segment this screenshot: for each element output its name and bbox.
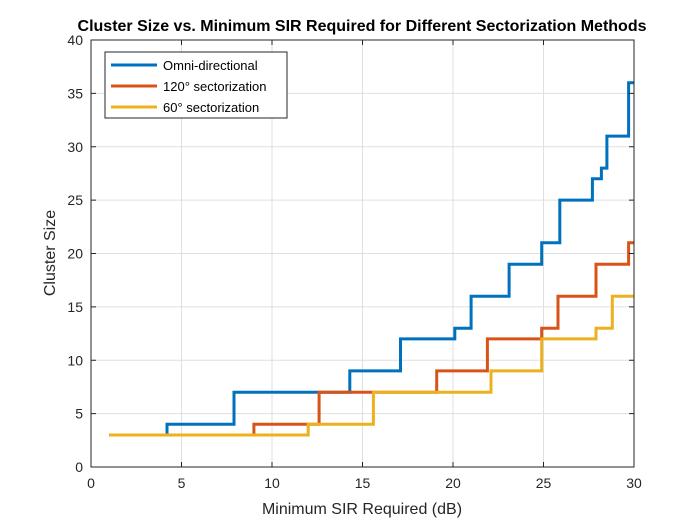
x-tick-label: 30 (626, 475, 642, 491)
x-tick-label: 20 (445, 475, 461, 491)
y-tick-label: 20 (67, 246, 83, 262)
x-tick-label: 10 (264, 475, 280, 491)
y-tick-label: 40 (67, 32, 83, 48)
y-tick-label: 10 (67, 352, 83, 368)
series-omni-directional (109, 81, 634, 437)
x-tick-label: 5 (178, 475, 186, 491)
x-tick-label: 25 (536, 475, 552, 491)
y-tick-label: 0 (75, 459, 83, 475)
x-tick-label: 0 (87, 475, 95, 491)
legend: Omni-directional 120° sectorization 60° … (104, 51, 288, 119)
series-60-sectorization (109, 294, 634, 437)
x-axis-label: Minimum SIR Required (dB) (262, 501, 462, 518)
y-tick-label: 35 (67, 85, 83, 101)
legend-label-omni: Omni-directional (163, 58, 258, 73)
y-tick-label: 15 (67, 299, 83, 315)
series-layer (109, 81, 634, 437)
y-axis-label: Cluster Size (42, 210, 59, 296)
y-tick-label: 25 (67, 192, 83, 208)
x-tick-label: 15 (355, 475, 371, 491)
y-tick-label: 5 (75, 406, 83, 422)
chart-title: Cluster Size vs. Minimum SIR Required fo… (78, 18, 647, 35)
ticks: 0 5 10 15 20 25 30 0 5 10 15 20 25 30 35 40 (67, 32, 642, 491)
legend-label-60: 60° sectorization (163, 100, 259, 115)
legend-label-120: 120° sectorization (163, 79, 266, 94)
y-tick-label: 30 (67, 139, 83, 155)
